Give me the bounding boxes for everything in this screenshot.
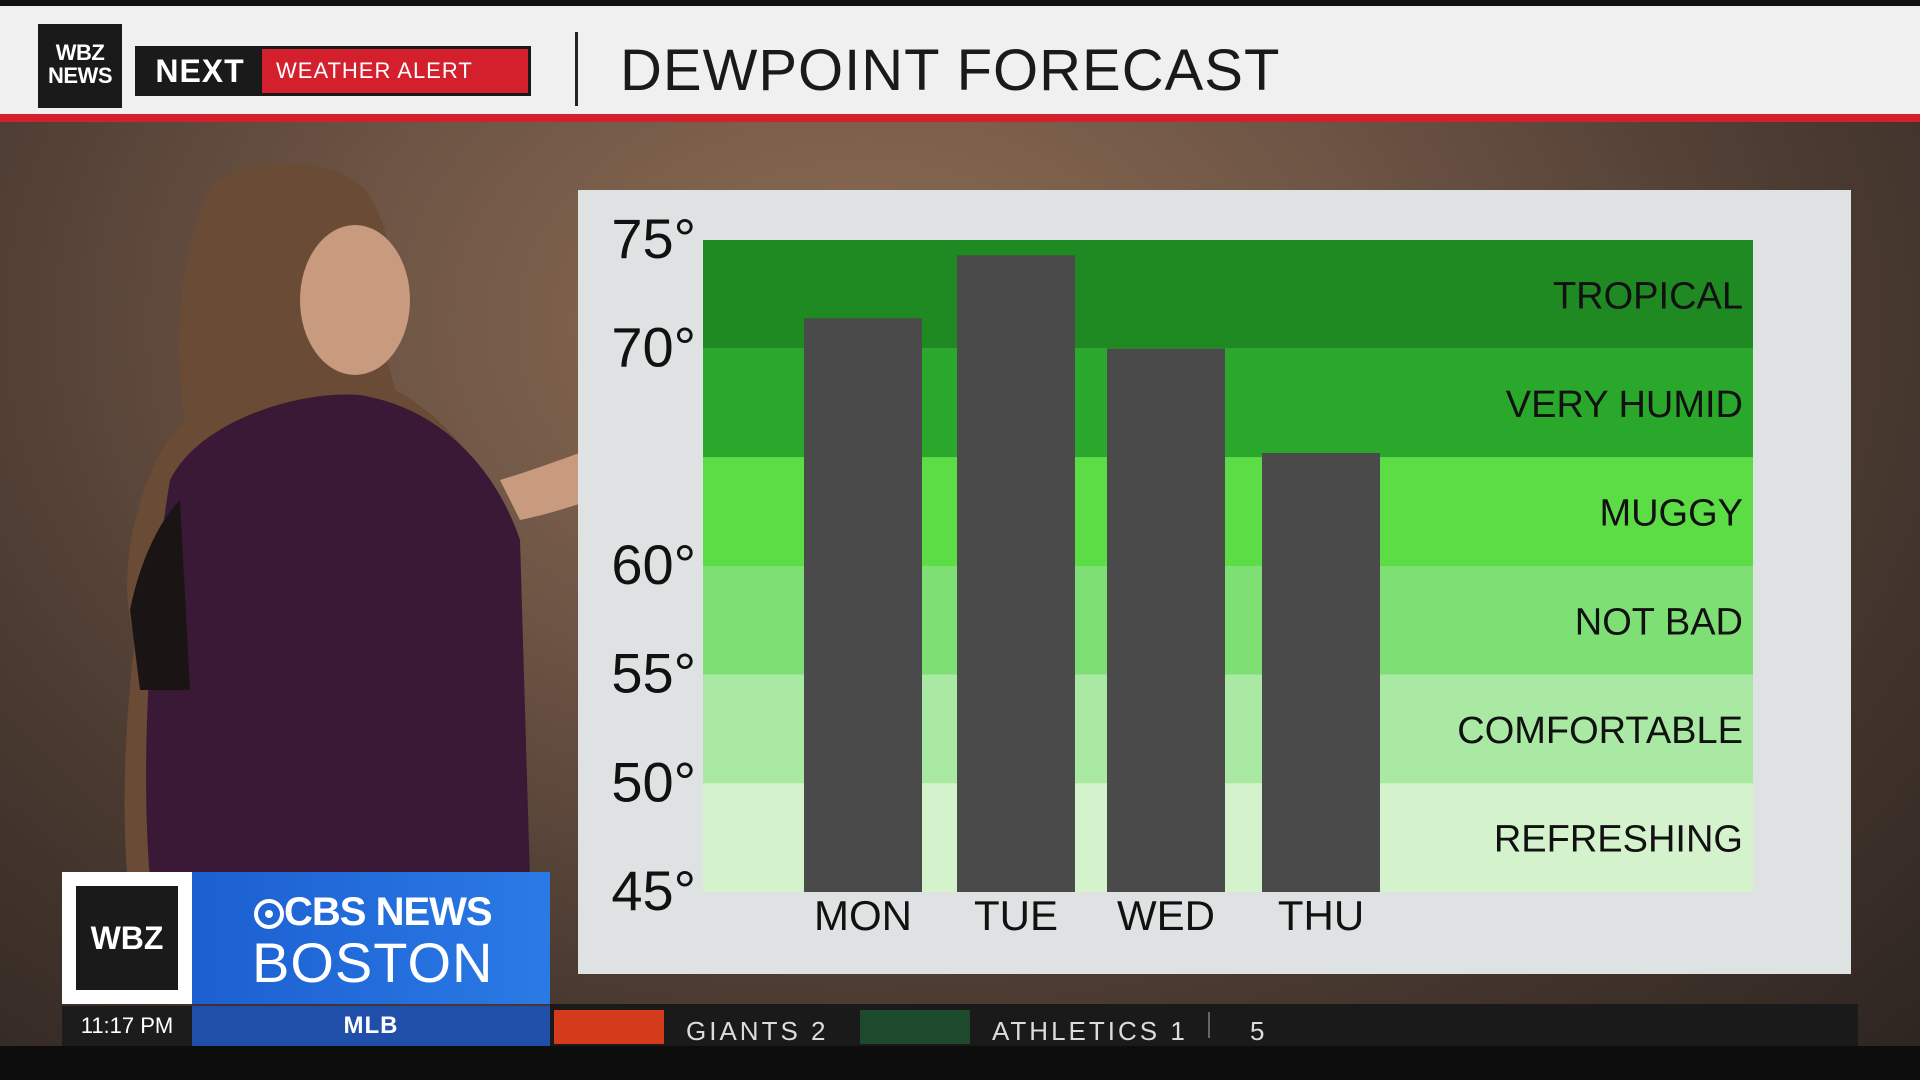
ticker-item-1: GIANTS 2: [686, 1016, 829, 1046]
athletics-logo-icon: [860, 1010, 970, 1044]
score-ticker: GIANTS 2 ATHLETICS 1 5: [550, 1004, 1858, 1046]
cbs-news-text: CBS NEWS: [284, 890, 493, 934]
band-label-2: MUGGY: [1599, 493, 1743, 535]
band-label-5: REFRESHING: [1494, 819, 1743, 861]
y-tick-45: 45°: [611, 859, 696, 922]
header-accent-line: [0, 114, 1920, 122]
bar-wed: [1107, 348, 1225, 892]
y-tick-70: 70°: [611, 316, 696, 379]
dewpoint-chart: TROPICAL VERY HUMID MUGGY NOT BAD COMFORTABL…: [611, 207, 1753, 939]
band-label-3: NOT BAD: [1575, 601, 1743, 643]
ticker-item-3: 5: [1250, 1016, 1268, 1046]
city-label: BOSTON: [252, 931, 494, 994]
ticker-time: 11:17 PM: [62, 1006, 192, 1046]
station-logo-line1: WBZ: [55, 40, 105, 65]
bar-mon: [804, 318, 922, 892]
header-divider: [575, 32, 578, 106]
chart-panel: TROPICAL VERY HUMID MUGGY NOT BAD COMFORTABL…: [578, 190, 1851, 974]
bar-thu: [1262, 452, 1380, 892]
bottom-strip: [0, 1046, 1920, 1080]
x-label-wed: WED: [1117, 892, 1215, 939]
station-logo-line2: NEWS: [48, 63, 113, 88]
bar-tue: [957, 255, 1075, 893]
y-tick-75: 75°: [611, 207, 696, 270]
giants-logo-icon: [554, 1010, 664, 1044]
cbs-news-label: CBS NEWS: [254, 890, 493, 935]
cbs-eye-icon: [254, 899, 284, 929]
y-tick-55: 55°: [611, 642, 696, 705]
cbs-news-boston-logo: CBS NEWS BOSTON: [192, 872, 550, 1004]
station-logo: WBZ NEWS: [38, 24, 122, 108]
page-title: DEWPOINT FORECAST: [620, 38, 1281, 103]
next-logo: NEXT: [138, 49, 262, 93]
band-label-0: TROPICAL: [1553, 275, 1743, 317]
y-tick-50: 50°: [611, 750, 696, 813]
ticker-separator: [1208, 1012, 1210, 1038]
x-label-thu: THU: [1278, 892, 1364, 939]
weather-alert-label: WEATHER ALERT: [276, 58, 473, 83]
band-label-4: COMFORTABLE: [1457, 710, 1743, 752]
x-label-tue: TUE: [974, 892, 1058, 939]
y-tick-60: 60°: [611, 533, 696, 596]
x-label-mon: MON: [814, 892, 912, 939]
wbz-logo-text: WBZ: [76, 886, 178, 990]
ticker-item-2: ATHLETICS 1: [992, 1016, 1188, 1046]
weather-alert-badge: NEXT WEATHER ALERT: [135, 46, 531, 96]
band-label-1: VERY HUMID: [1506, 384, 1743, 426]
ticker-category: MLB: [192, 1006, 550, 1046]
wbz-lower-third-logo: WBZ: [62, 872, 192, 1004]
header-bar: WBZ NEWS NEXT WEATHER ALERT DEWPOINT FOR…: [0, 0, 1920, 118]
